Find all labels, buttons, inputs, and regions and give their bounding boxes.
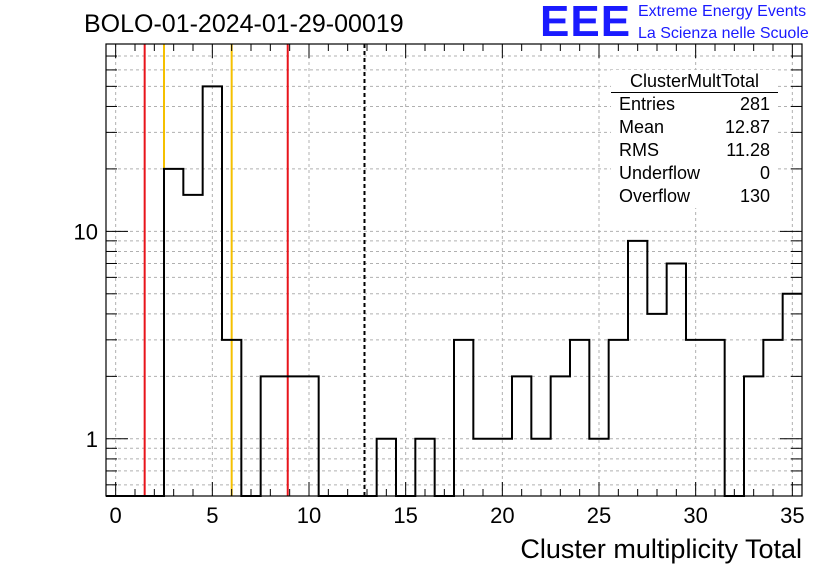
stats-value: 0 bbox=[759, 163, 770, 183]
x-tick-label: 25 bbox=[587, 503, 611, 528]
histogram-bin bbox=[609, 340, 628, 496]
x-tick-label: 15 bbox=[393, 503, 417, 528]
stats-row-mean: Mean 12.87 bbox=[611, 116, 778, 139]
stats-label: Overflow bbox=[619, 186, 691, 206]
stats-label: Mean bbox=[619, 117, 665, 137]
histogram-bin bbox=[454, 340, 473, 496]
x-tick-label: 5 bbox=[206, 503, 218, 528]
stats-row-overflow: Overflow 130 bbox=[611, 185, 778, 208]
x-tick-label: 20 bbox=[490, 503, 514, 528]
histogram-bin bbox=[512, 376, 531, 496]
y-tick-label: 10 bbox=[74, 219, 98, 244]
stats-row-rms: RMS 11.28 bbox=[611, 139, 778, 162]
reference-lines bbox=[143, 44, 366, 496]
stats-label: Entries bbox=[619, 94, 676, 114]
histogram-bin bbox=[531, 439, 550, 496]
x-tick-label: 30 bbox=[683, 503, 707, 528]
stats-label: Underflow bbox=[619, 163, 701, 183]
stats-value: 12.87 bbox=[724, 117, 770, 137]
stats-value: 281 bbox=[739, 94, 770, 114]
histogram-bin bbox=[164, 169, 183, 496]
chart-title: BOLO-01-2024-01-29-00019 bbox=[84, 10, 404, 38]
histogram-bin bbox=[744, 376, 763, 496]
axes: 0 5 10 15 20 25 30 35 1 10 Cluster multiplicity To… bbox=[74, 43, 805, 564]
histogram-outline bbox=[106, 85, 802, 497]
histogram-bin bbox=[280, 376, 299, 496]
histogram-bin bbox=[705, 340, 724, 496]
histogram-series bbox=[106, 85, 802, 497]
histogram-bin bbox=[763, 340, 782, 496]
stats-label: RMS bbox=[619, 140, 659, 160]
stats-row-underflow: Underflow 0 bbox=[611, 162, 778, 185]
stats-value: 130 bbox=[739, 186, 770, 206]
stats-box-title: ClusterMultTotal bbox=[611, 70, 778, 93]
x-tick-label: 35 bbox=[780, 503, 804, 528]
histogram-bin bbox=[647, 314, 666, 496]
histogram-bin bbox=[570, 340, 589, 496]
logo-caption-line2: La Scienza nelle Scuole bbox=[638, 25, 809, 42]
plot-frame bbox=[105, 43, 803, 497]
eee-logo: EEE bbox=[540, 0, 632, 46]
y-tick-label: 1 bbox=[86, 427, 98, 452]
histogram-bin bbox=[377, 439, 396, 496]
x-tick-label: 0 bbox=[110, 503, 122, 528]
stats-value: 11.28 bbox=[726, 140, 770, 160]
stats-box: ClusterMultTotal Entries 281 Mean 12.87 … bbox=[611, 70, 778, 208]
histogram-bin bbox=[551, 376, 570, 496]
stats-row-entries: Entries 281 bbox=[611, 93, 778, 116]
histogram-bin bbox=[261, 376, 280, 496]
logo-caption-line1: Extreme Energy Events bbox=[638, 3, 807, 20]
histogram-bin bbox=[628, 241, 647, 496]
histogram-bin bbox=[667, 263, 686, 496]
histogram-bin bbox=[415, 439, 434, 496]
x-tick-label: 10 bbox=[297, 503, 321, 528]
histogram-bin bbox=[183, 195, 202, 496]
x-axis-title: Cluster multiplicity Total bbox=[520, 534, 802, 564]
histogram-bin bbox=[473, 439, 492, 496]
